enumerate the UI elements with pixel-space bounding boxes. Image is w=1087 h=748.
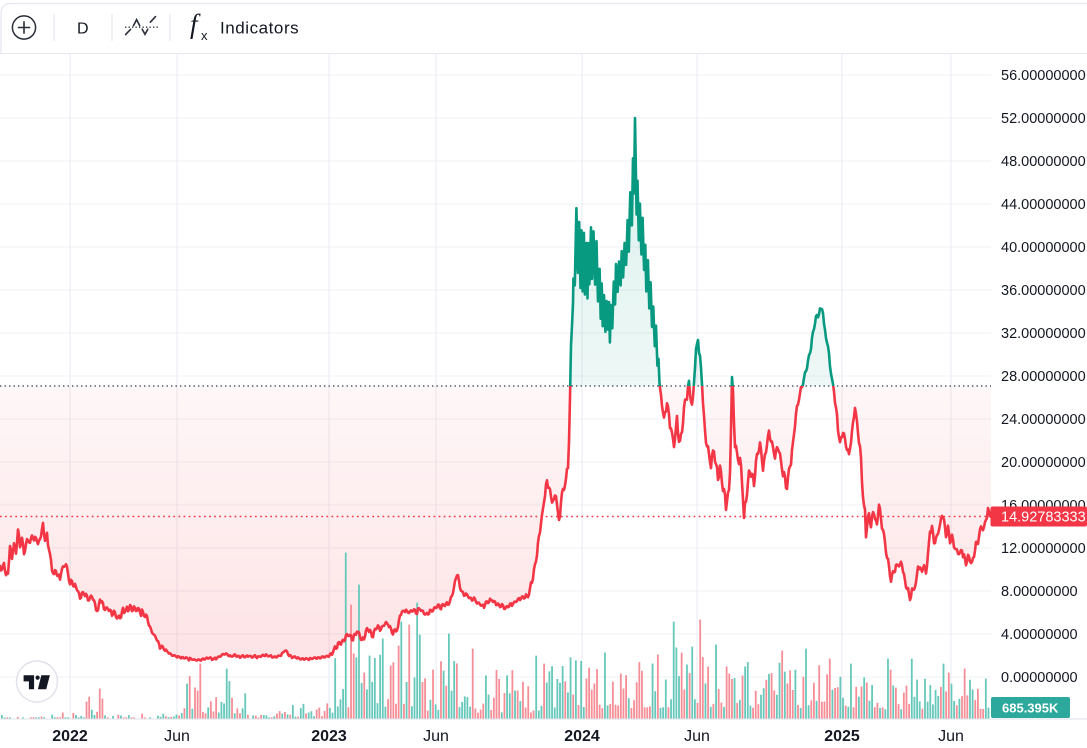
svg-text:24.00000000: 24.00000000 bbox=[1001, 412, 1086, 428]
svg-text:2023: 2023 bbox=[311, 728, 347, 745]
svg-text:48.00000000: 48.00000000 bbox=[1001, 154, 1086, 170]
svg-text:0.00000000: 0.00000000 bbox=[1001, 670, 1078, 686]
svg-text:2022: 2022 bbox=[52, 728, 88, 745]
svg-text:40.00000000: 40.00000000 bbox=[1001, 240, 1086, 256]
svg-text:2024: 2024 bbox=[564, 728, 600, 745]
svg-text:56.00000000: 56.00000000 bbox=[1001, 68, 1086, 84]
svg-text:44.00000000: 44.00000000 bbox=[1001, 197, 1086, 213]
svg-text:32.00000000: 32.00000000 bbox=[1001, 326, 1086, 342]
svg-text:x: x bbox=[201, 28, 208, 43]
svg-text:2025: 2025 bbox=[824, 728, 860, 745]
svg-text:Jun: Jun bbox=[938, 728, 964, 745]
svg-text:4.00000000: 4.00000000 bbox=[1001, 627, 1078, 643]
svg-text:f: f bbox=[190, 9, 201, 39]
svg-text:14.92783333: 14.92783333 bbox=[1001, 510, 1086, 526]
svg-text:28.00000000: 28.00000000 bbox=[1001, 369, 1086, 385]
svg-text:Indicators: Indicators bbox=[220, 19, 299, 38]
svg-text:Jun: Jun bbox=[164, 728, 190, 745]
svg-text:D: D bbox=[77, 21, 89, 38]
svg-text:8.00000000: 8.00000000 bbox=[1001, 584, 1078, 600]
svg-text:36.00000000: 36.00000000 bbox=[1001, 283, 1086, 299]
svg-text:685.395K: 685.395K bbox=[1002, 701, 1059, 716]
svg-text:Jun: Jun bbox=[423, 728, 449, 745]
svg-text:20.00000000: 20.00000000 bbox=[1001, 455, 1086, 471]
svg-text:Jun: Jun bbox=[684, 728, 710, 745]
svg-text:52.00000000: 52.00000000 bbox=[1001, 111, 1086, 127]
svg-text:12.00000000: 12.00000000 bbox=[1001, 541, 1086, 557]
